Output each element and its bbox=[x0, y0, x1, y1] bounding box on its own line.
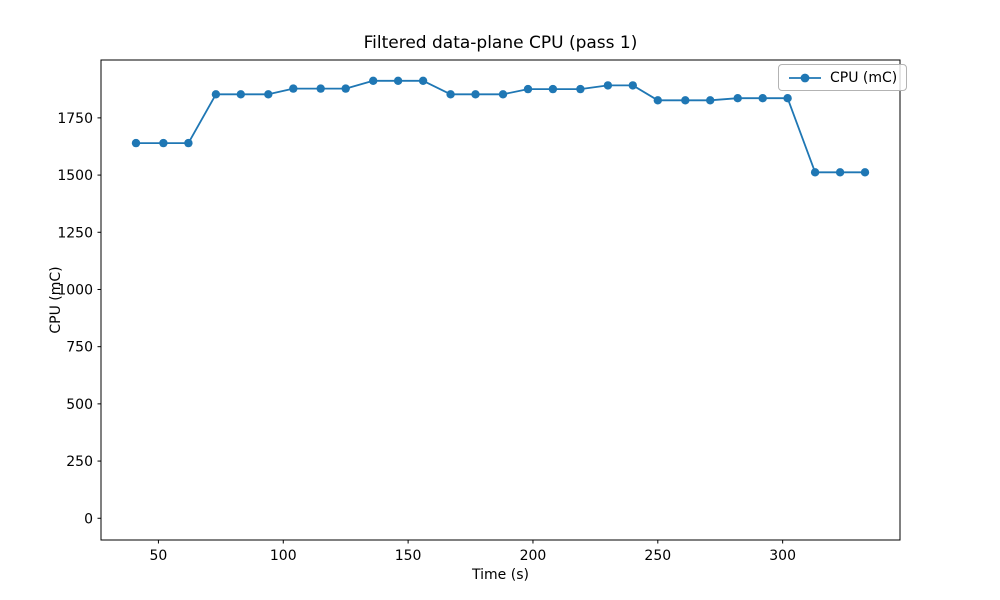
data-point bbox=[733, 94, 742, 103]
data-point bbox=[289, 84, 298, 93]
data-point bbox=[184, 138, 193, 148]
legend: CPU (mC) bbox=[778, 64, 908, 91]
data-point bbox=[860, 168, 870, 177]
data-point bbox=[835, 168, 845, 177]
y-tick-label: 1500 bbox=[57, 168, 93, 184]
data-point bbox=[369, 76, 378, 86]
y-tick-label: 1250 bbox=[57, 225, 93, 241]
y-tick-label: 250 bbox=[66, 454, 93, 470]
y-tick-label: 500 bbox=[66, 397, 93, 413]
data-point bbox=[131, 138, 141, 148]
data-point bbox=[471, 90, 480, 99]
data-point bbox=[264, 90, 273, 99]
data-point bbox=[603, 81, 613, 90]
x-tick-label: 100 bbox=[270, 548, 297, 564]
x-tick-label: 150 bbox=[395, 548, 422, 564]
data-point bbox=[706, 96, 715, 105]
x-tick-label: 250 bbox=[644, 548, 671, 564]
data-point bbox=[810, 168, 820, 177]
x-tick-label: 200 bbox=[520, 548, 547, 564]
data-point bbox=[783, 94, 792, 103]
legend-entry-label: CPU (mC) bbox=[830, 69, 898, 86]
y-tick-label: 1750 bbox=[57, 111, 93, 127]
x-tick-label: 300 bbox=[769, 548, 796, 564]
data-point bbox=[548, 84, 558, 94]
data-point bbox=[341, 84, 350, 93]
chart-title: Filtered data-plane CPU (pass 1) bbox=[363, 33, 638, 53]
y-tick-label: 0 bbox=[84, 511, 93, 527]
data-point bbox=[498, 90, 508, 99]
data-point bbox=[681, 96, 690, 105]
data-point bbox=[316, 84, 325, 93]
data-point bbox=[236, 90, 245, 99]
data-point bbox=[211, 90, 221, 99]
data-point bbox=[159, 138, 168, 148]
x-axis-label: Time (s) bbox=[472, 567, 529, 583]
data-point bbox=[393, 76, 403, 86]
y-axis-label: CPU (mC) bbox=[48, 266, 64, 334]
data-point bbox=[523, 84, 533, 94]
data-point bbox=[758, 94, 767, 103]
legend-line-marker-sample bbox=[789, 73, 821, 82]
axes-frame bbox=[100, 59, 901, 541]
y-tick-label: 750 bbox=[66, 340, 93, 356]
data-point bbox=[418, 76, 428, 86]
data-point bbox=[628, 81, 637, 90]
data-point bbox=[576, 84, 585, 94]
data-point bbox=[653, 96, 662, 105]
y-tick-label: 1000 bbox=[57, 282, 93, 298]
x-tick-label: 50 bbox=[150, 548, 168, 564]
data-point bbox=[446, 90, 455, 99]
